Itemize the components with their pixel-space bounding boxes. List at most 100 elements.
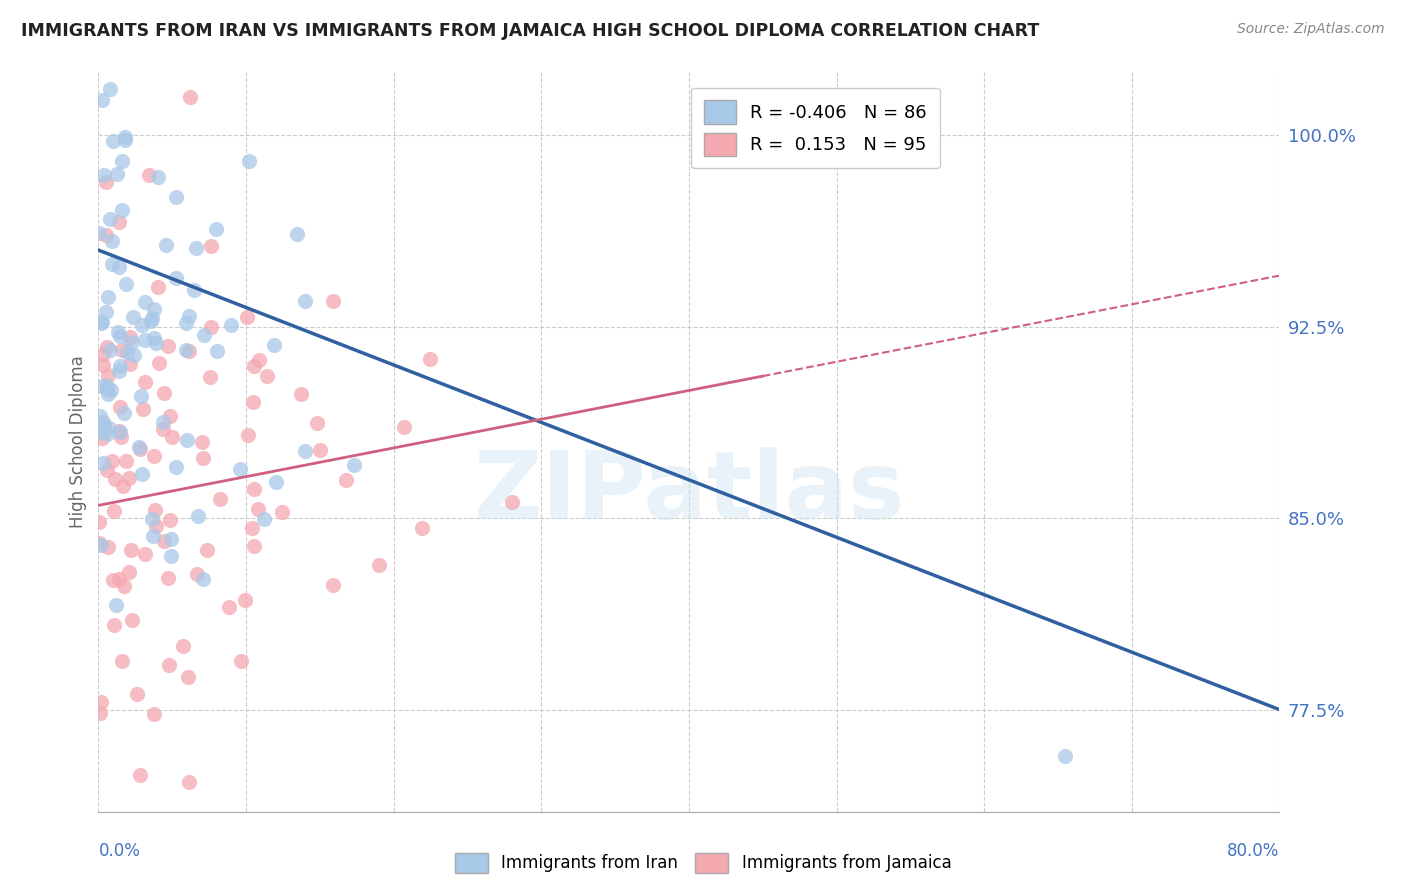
Point (198, 370, 221, 384)
Point (419, 352, 441, 367)
Point (177, 775, 200, 789)
Point (287, 227, 309, 241)
Point (205, 344, 228, 359)
Point (96, 463, 118, 477)
Point (186, 566, 208, 581)
Point (238, 428, 260, 442)
Point (118, 357, 141, 371)
Point (114, 453, 136, 467)
Point (100, 343, 122, 357)
Point (89, 409, 111, 424)
Point (153, 386, 176, 401)
Point (101, 134, 124, 148)
Point (243, 359, 266, 373)
Point (229, 462, 252, 476)
Point (96, 383, 118, 397)
Point (148, 169, 170, 184)
Point (309, 442, 332, 457)
Point (236, 310, 259, 324)
Point (111, 654, 134, 668)
Point (103, 504, 125, 518)
Point (148, 356, 170, 370)
Point (91, 93, 114, 107)
Point (111, 203, 134, 218)
Point (90, 538, 112, 552)
Point (107, 424, 129, 438)
Point (159, 513, 181, 527)
Point (118, 565, 141, 579)
Point (142, 529, 165, 543)
Point (96, 427, 118, 442)
Point (152, 415, 174, 429)
Point (141, 512, 163, 526)
Point (264, 475, 287, 489)
Point (290, 386, 312, 401)
Point (110, 430, 132, 444)
Point (110, 425, 132, 439)
Point (411, 521, 433, 535)
Point (129, 442, 152, 456)
Point (134, 295, 156, 310)
Point (143, 502, 166, 516)
Point (322, 578, 344, 592)
Point (91, 315, 114, 329)
Point (97, 540, 120, 554)
Point (1054, 748, 1077, 763)
Point (103, 618, 125, 632)
Point (191, 572, 214, 586)
Point (100, 383, 122, 397)
Point (87, 226, 110, 240)
Point (94, 228, 117, 243)
Point (114, 130, 136, 145)
Point (179, 309, 201, 323)
Point (91, 415, 114, 429)
Point (160, 533, 183, 547)
Point (221, 318, 243, 332)
Point (111, 154, 134, 169)
Point (108, 260, 131, 274)
Point (112, 479, 135, 493)
Point (183, 283, 205, 297)
Point (100, 235, 122, 249)
Point (501, 495, 523, 509)
Point (156, 339, 179, 353)
Point (90, 695, 112, 709)
Point (160, 549, 183, 563)
Point (108, 329, 131, 343)
Point (104, 472, 127, 486)
Point (112, 579, 135, 593)
Point (256, 369, 278, 384)
Legend: Immigrants from Iran, Immigrants from Jamaica: Immigrants from Iran, Immigrants from Ja… (449, 847, 957, 880)
Point (242, 539, 264, 553)
Point (145, 519, 167, 533)
Legend: R = -0.406   N = 86, R =  0.153   N = 95: R = -0.406 N = 86, R = 0.153 N = 95 (690, 87, 939, 169)
Point (294, 444, 316, 458)
Point (138, 168, 160, 182)
Point (142, 331, 165, 345)
Text: IMMIGRANTS FROM IRAN VS IMMIGRANTS FROM JAMAICA HIGH SCHOOL DIPLOMA CORRELATION : IMMIGRANTS FROM IRAN VS IMMIGRANTS FROM … (21, 22, 1039, 40)
Point (114, 406, 136, 420)
Point (184, 241, 207, 255)
Point (134, 333, 156, 347)
Point (146, 280, 169, 294)
Point (118, 330, 141, 344)
Text: Source: ZipAtlas.com: Source: ZipAtlas.com (1237, 22, 1385, 37)
Point (247, 353, 270, 368)
Point (141, 313, 163, 327)
Point (172, 639, 194, 653)
Point (118, 471, 141, 485)
Point (107, 215, 129, 229)
Point (152, 422, 174, 436)
Point (131, 318, 153, 333)
Point (187, 509, 209, 524)
Point (145, 335, 167, 350)
Point (141, 311, 163, 326)
Point (174, 316, 197, 330)
Point (177, 669, 200, 683)
Point (174, 343, 197, 358)
Point (165, 459, 187, 474)
Point (100, 257, 122, 271)
Point (96, 340, 118, 354)
Point (343, 458, 366, 473)
Point (143, 302, 166, 317)
